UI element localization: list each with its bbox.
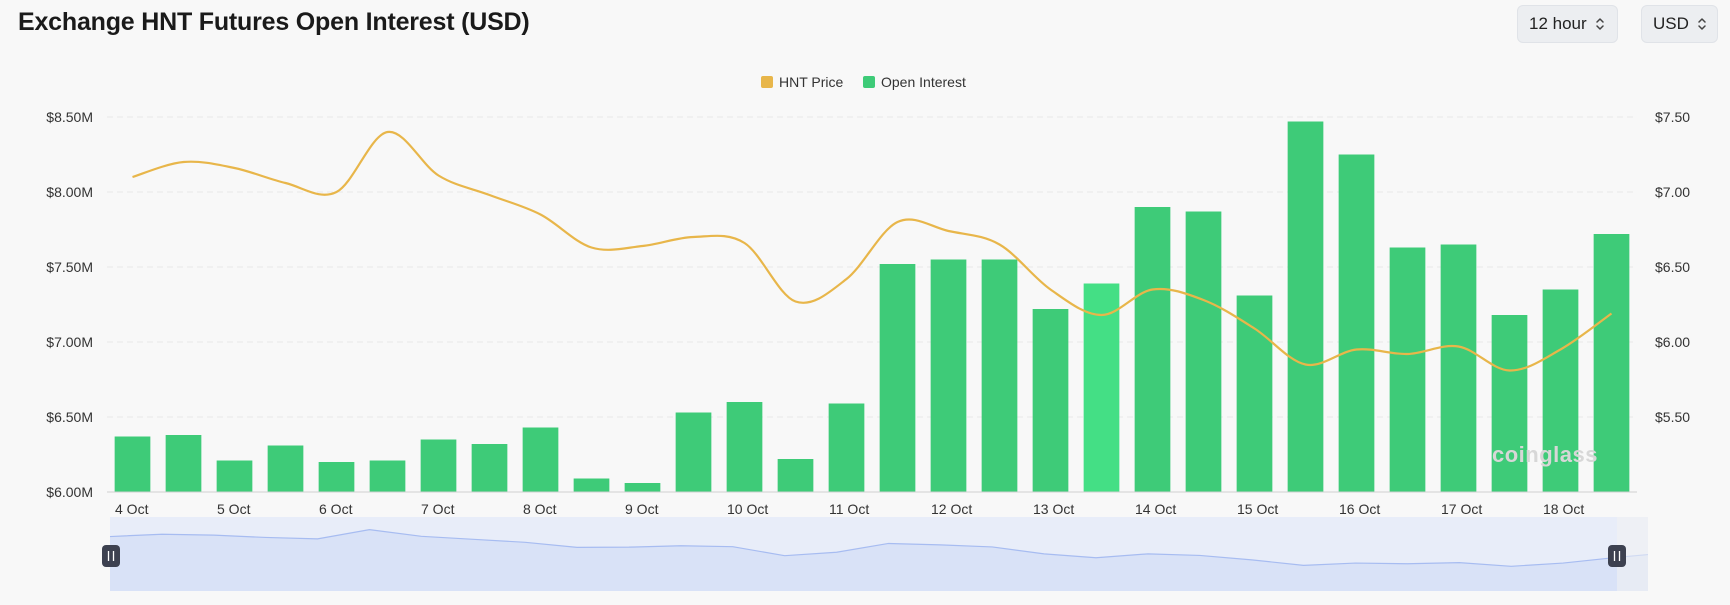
oi-bar (1236, 295, 1273, 492)
oi-bar (471, 444, 508, 492)
oi-bar (1134, 207, 1171, 492)
legend-label[interactable]: Open Interest (881, 74, 966, 90)
chevron-updown-icon (1698, 18, 1706, 30)
oi-bar (573, 478, 610, 492)
oi-bar (1185, 211, 1222, 492)
y-right-tick-label: $7.50 (1655, 109, 1690, 125)
oi-bar (777, 459, 814, 492)
oi-bar (1491, 315, 1528, 492)
oi-bar (1083, 283, 1120, 492)
oi-bar (1389, 247, 1426, 492)
handle-body[interactable] (102, 545, 120, 567)
x-tick-label: 16 Oct (1339, 501, 1380, 517)
legend-swatch[interactable] (761, 76, 773, 88)
y-left-tick-label: $6.50M (46, 409, 93, 425)
interval-select[interactable]: 12 hour (1517, 5, 1618, 43)
oi-bar (1032, 309, 1069, 492)
legend-swatch[interactable] (863, 76, 875, 88)
oi-bar (114, 436, 151, 492)
y-left-tick-label: $7.00M (46, 334, 93, 350)
oi-bar (522, 427, 559, 492)
x-tick-label: 10 Oct (727, 501, 768, 517)
x-tick-label: 11 Oct (829, 501, 869, 517)
y-right-tick-label: $6.00 (1655, 334, 1690, 350)
oi-bar (165, 435, 202, 492)
oi-bar (879, 264, 916, 492)
x-tick-label: 6 Oct (319, 501, 353, 517)
oi-bar (420, 439, 457, 492)
x-tick-label: 4 Oct (115, 501, 149, 517)
oi-bar (369, 460, 406, 492)
y-left-tick-label: $8.50M (46, 109, 93, 125)
y-left-tick-label: $6.00M (46, 484, 93, 500)
navigator-area (110, 529, 1648, 591)
currency-select[interactable]: USD (1641, 5, 1718, 43)
x-tick-label: 5 Oct (217, 501, 251, 517)
coinglass-watermark: coinglass (1492, 442, 1598, 467)
y-left-tick-label: $7.50M (46, 259, 93, 275)
handle-body[interactable] (1608, 545, 1626, 567)
oi-bar (981, 259, 1018, 492)
x-tick-label: 7 Oct (421, 501, 455, 517)
x-tick-label: 9 Oct (625, 501, 659, 517)
x-tick-label: 18 Oct (1543, 501, 1584, 517)
y-right-tick-label: $7.00 (1655, 184, 1690, 200)
oi-bar (216, 460, 253, 492)
navigator-handle-right[interactable] (1608, 545, 1626, 567)
navigator-handle-left[interactable] (102, 545, 120, 567)
navigator-line (109, 529, 1649, 567)
x-tick-label: 17 Oct (1441, 501, 1482, 517)
y-right-tick-label: $6.50 (1655, 259, 1690, 275)
oi-bar (1338, 154, 1375, 492)
currency-select-value: USD (1653, 14, 1689, 33)
oi-bar (1593, 234, 1630, 492)
y-left-tick-label: $8.00M (46, 184, 93, 200)
oi-bar (1440, 244, 1477, 492)
oi-bar (318, 462, 355, 492)
oi-bar (1287, 121, 1324, 492)
oi-bar (624, 483, 661, 492)
x-tick-label: 8 Oct (523, 501, 557, 517)
oi-bar (726, 402, 763, 492)
oi-bar (675, 412, 712, 492)
x-tick-label: 13 Oct (1033, 501, 1074, 517)
chart-title: Exchange HNT Futures Open Interest (USD) (18, 8, 530, 36)
oi-bar (828, 403, 865, 492)
x-tick-label: 12 Oct (931, 501, 972, 517)
oi-bar (1542, 289, 1579, 492)
chevron-updown-icon (1595, 18, 1604, 30)
oi-bar (930, 259, 967, 492)
oi-bar (267, 445, 304, 492)
hnt-price-line (132, 130, 1613, 372)
y-right-tick-label: $5.50 (1655, 409, 1690, 425)
x-tick-label: 14 Oct (1135, 501, 1176, 517)
interval-select-value: 12 hour (1529, 14, 1587, 33)
legend-label[interactable]: HNT Price (779, 74, 844, 90)
x-tick-label: 15 Oct (1237, 501, 1278, 517)
